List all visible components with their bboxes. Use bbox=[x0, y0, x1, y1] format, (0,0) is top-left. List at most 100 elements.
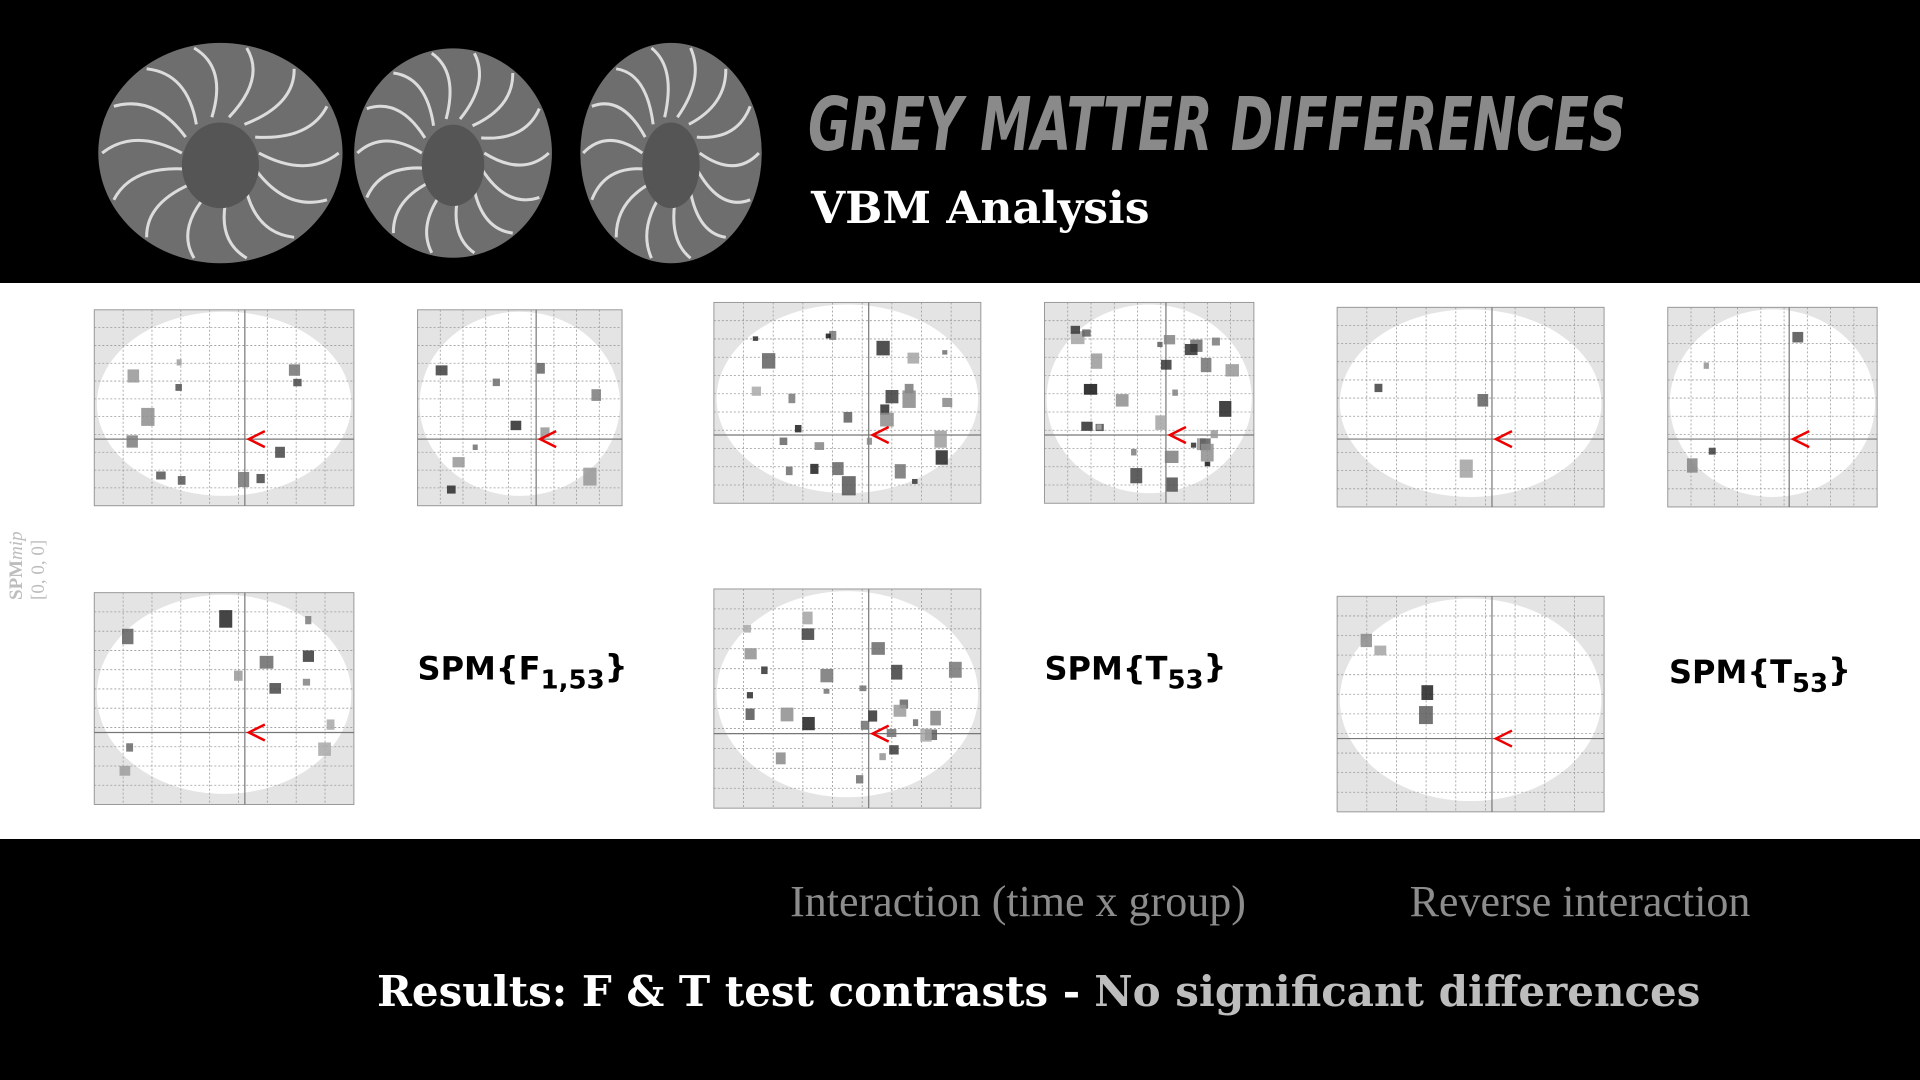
blob bbox=[141, 407, 155, 426]
blob bbox=[1163, 335, 1176, 345]
glass-brain bbox=[1043, 301, 1255, 504]
blob bbox=[841, 476, 856, 496]
blob bbox=[894, 464, 906, 479]
brain-core bbox=[642, 122, 700, 209]
position-marker bbox=[1790, 429, 1810, 449]
brain-fold bbox=[146, 67, 198, 125]
title: GREY MATTER DIFFERENCES bbox=[808, 82, 1626, 168]
brain-outline bbox=[1669, 309, 1876, 497]
blob bbox=[177, 476, 186, 485]
blob bbox=[843, 411, 853, 423]
side-label-modifier: mip bbox=[6, 531, 27, 560]
blob bbox=[1703, 362, 1709, 369]
blob bbox=[794, 424, 802, 433]
brain-core bbox=[421, 124, 485, 207]
blob bbox=[889, 745, 899, 755]
position-marker bbox=[869, 724, 890, 743]
blob bbox=[1161, 359, 1172, 370]
blob bbox=[175, 384, 182, 391]
blob bbox=[761, 666, 768, 675]
blob bbox=[880, 404, 890, 415]
blob bbox=[176, 359, 182, 366]
blob bbox=[743, 625, 752, 633]
brain-fold bbox=[227, 47, 255, 119]
side-label-name: SPM bbox=[6, 560, 27, 600]
blob bbox=[452, 457, 465, 468]
blob bbox=[1155, 415, 1167, 430]
blob bbox=[1164, 450, 1179, 464]
position-marker bbox=[246, 429, 266, 449]
brain-fold bbox=[258, 151, 340, 168]
brain-fold bbox=[696, 105, 752, 139]
side-label-coords: [0, 0, 0] bbox=[28, 540, 49, 600]
brain-fold bbox=[698, 151, 760, 168]
blob bbox=[825, 333, 831, 339]
blob bbox=[237, 471, 250, 488]
brain-fold bbox=[688, 68, 728, 126]
blob bbox=[893, 704, 907, 717]
blob bbox=[302, 650, 315, 662]
blob bbox=[948, 661, 962, 678]
blob bbox=[1686, 458, 1698, 473]
blob bbox=[920, 728, 932, 742]
stat-df: 53 bbox=[1792, 669, 1828, 699]
blob bbox=[935, 450, 948, 465]
blob bbox=[899, 699, 909, 709]
blob bbox=[885, 389, 899, 404]
blob bbox=[780, 707, 794, 722]
blob bbox=[1157, 341, 1163, 348]
stat-label: SPM{T53} bbox=[1044, 647, 1226, 695]
brain-fold bbox=[112, 167, 186, 201]
brain-outline bbox=[96, 311, 352, 496]
brain-outline bbox=[716, 304, 979, 494]
blob bbox=[435, 365, 448, 376]
blob bbox=[1210, 430, 1218, 439]
blob bbox=[942, 350, 948, 355]
brain-fold bbox=[471, 73, 515, 128]
blob bbox=[1096, 424, 1102, 430]
blob bbox=[1225, 364, 1239, 377]
brain-fold bbox=[481, 108, 541, 140]
blob bbox=[326, 719, 335, 730]
brain-fold bbox=[113, 102, 187, 139]
blob bbox=[904, 383, 914, 394]
position-marker bbox=[1493, 429, 1513, 449]
blob bbox=[855, 775, 864, 784]
blob bbox=[802, 716, 815, 731]
blob bbox=[746, 692, 753, 699]
blob bbox=[1090, 353, 1103, 369]
position-marker bbox=[1493, 729, 1513, 748]
blob bbox=[256, 473, 265, 484]
brain-outline bbox=[419, 311, 620, 496]
blob bbox=[788, 393, 796, 404]
blob bbox=[1374, 645, 1387, 656]
blob bbox=[156, 471, 166, 480]
glass-brain bbox=[713, 588, 982, 809]
brain-fold bbox=[393, 71, 436, 126]
position-marker bbox=[1167, 425, 1187, 445]
blob bbox=[1115, 394, 1129, 407]
blob bbox=[752, 336, 759, 341]
blob bbox=[1204, 461, 1211, 467]
glass-brain bbox=[417, 309, 623, 507]
blob bbox=[219, 610, 233, 628]
blob bbox=[880, 412, 894, 427]
glass-brain bbox=[1336, 595, 1605, 813]
blob bbox=[859, 685, 867, 692]
blob bbox=[876, 340, 890, 356]
brain-fold bbox=[650, 46, 670, 118]
blob bbox=[744, 648, 757, 660]
brain-fold bbox=[458, 52, 482, 120]
blob bbox=[1360, 633, 1372, 648]
blob bbox=[1190, 442, 1197, 448]
blob bbox=[119, 765, 131, 776]
blob bbox=[233, 670, 243, 681]
blob bbox=[745, 708, 755, 720]
blob bbox=[259, 655, 274, 669]
caption: Reverse interaction bbox=[1410, 877, 1751, 926]
brain-fold bbox=[676, 47, 697, 119]
brain-fold bbox=[590, 167, 646, 201]
brain-fold bbox=[255, 105, 329, 139]
stat-close: } bbox=[605, 647, 628, 685]
blob bbox=[942, 397, 953, 408]
